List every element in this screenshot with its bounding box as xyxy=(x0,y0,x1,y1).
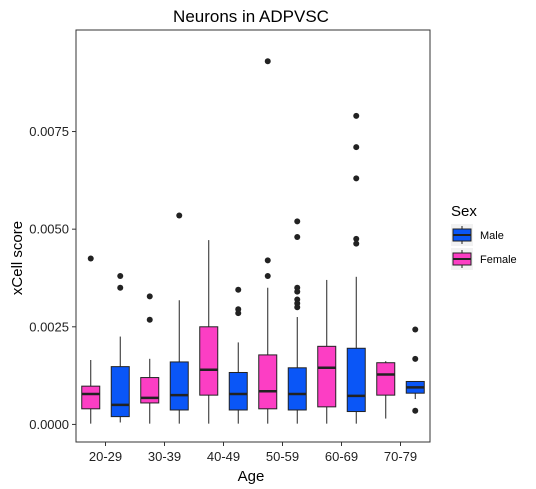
male-outlier-point xyxy=(353,235,360,242)
male-outlier-point xyxy=(294,218,301,225)
x-tick-label: 40-49 xyxy=(207,449,240,464)
female-outlier-point xyxy=(264,58,271,65)
y-tick-label: 0.0025 xyxy=(29,319,69,334)
male-outlier-point xyxy=(294,288,301,295)
y-tick-label: 0.0000 xyxy=(29,417,69,432)
male-outlier-point xyxy=(353,112,360,119)
x-tick-label: 60-69 xyxy=(325,449,358,464)
female-outlier-point xyxy=(264,257,271,264)
female-box xyxy=(376,362,396,396)
male-outlier-point xyxy=(353,175,360,182)
y-axis-title: xCell score xyxy=(9,221,26,295)
male-outlier-point xyxy=(176,212,183,219)
male-box xyxy=(287,367,307,411)
male-outlier-point xyxy=(117,273,124,280)
male-outlier-point xyxy=(412,326,419,333)
female-box xyxy=(199,326,219,396)
male-box xyxy=(228,371,248,411)
male-outlier-point xyxy=(294,233,301,240)
legend-title: Sex xyxy=(451,203,477,220)
female-outlier-point xyxy=(146,316,153,323)
female-box xyxy=(140,377,160,404)
male-outlier-point xyxy=(353,144,360,151)
male-outlier-point xyxy=(412,355,419,362)
x-tick-label: 20-29 xyxy=(89,449,122,464)
plot-panel xyxy=(75,29,431,443)
female-outlier-point xyxy=(264,273,271,280)
male-outlier-point xyxy=(235,310,242,317)
legend: Sex Male Female xyxy=(451,203,517,270)
female-box xyxy=(81,385,101,410)
y-tick-label: 0.0075 xyxy=(29,124,69,139)
male-box xyxy=(110,366,130,418)
female-outlier-point xyxy=(146,293,153,300)
plot-area: 0.0000 0.0025 0.0050 0.0075 20-29 30-39 40-49 5… xyxy=(29,29,431,464)
female-outlier-point xyxy=(87,255,94,262)
x-axis-title: Age xyxy=(238,468,265,485)
legend-label-female: Female xyxy=(480,254,517,266)
x-tick-label: 50-59 xyxy=(266,449,299,464)
x-tick-label: 70-79 xyxy=(384,449,417,464)
male-outlier-point xyxy=(294,304,301,311)
male-outlier-point xyxy=(353,240,360,247)
chart-title: Neurons in ADPVSC xyxy=(173,7,329,26)
male-box xyxy=(346,347,366,413)
male-outlier-point xyxy=(235,286,242,293)
male-box xyxy=(169,361,189,411)
male-outlier-point xyxy=(412,407,419,414)
y-tick-label: 0.0050 xyxy=(29,222,69,237)
female-box xyxy=(258,354,278,410)
female-box xyxy=(317,345,337,408)
male-outlier-point xyxy=(117,284,124,291)
legend-label-male: Male xyxy=(480,230,504,242)
x-tick-label: 30-39 xyxy=(148,449,181,464)
